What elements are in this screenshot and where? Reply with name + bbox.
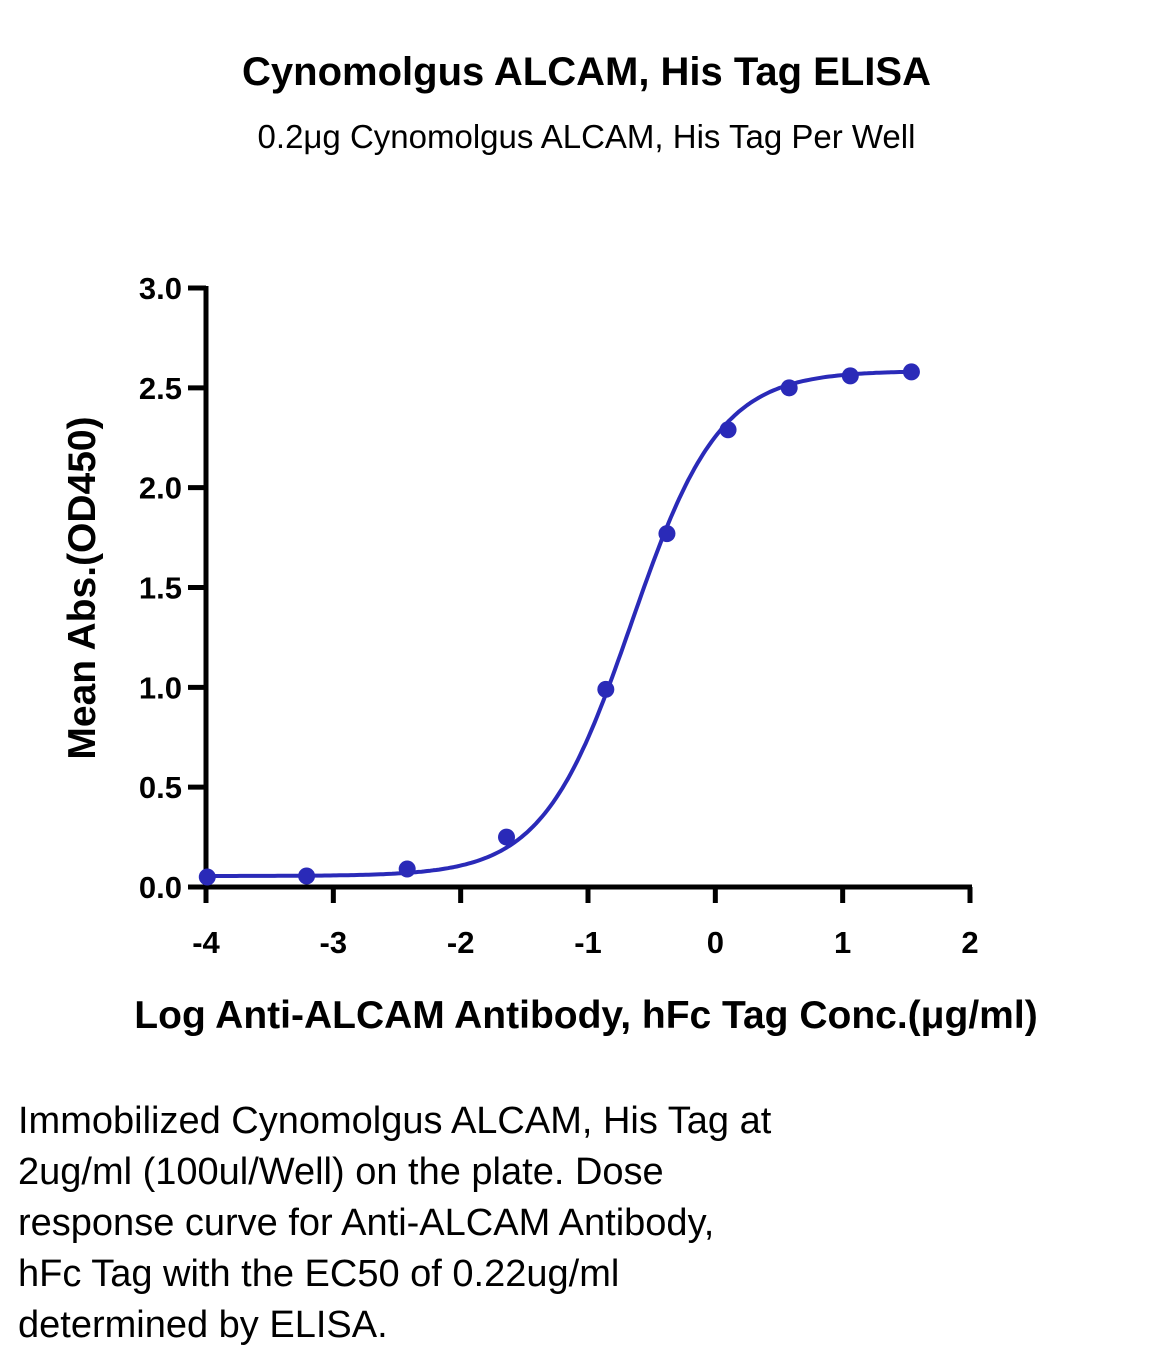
data-point: [658, 525, 676, 543]
x-tick-label: 2: [961, 925, 978, 960]
y-tick-label: 1.0: [139, 670, 182, 705]
y-tick-label: 3.0: [139, 271, 182, 306]
fit-curve: [207, 369, 912, 878]
y-axis-title: Mean Abs.(OD450): [61, 416, 104, 759]
caption-text: Immobilized Cynomolgus ALCAM, His Tag at…: [18, 1100, 772, 1346]
data-point: [780, 379, 798, 397]
data-point: [841, 367, 859, 385]
y-tick-label: 2.5: [139, 371, 182, 406]
data-point: [597, 680, 615, 698]
x-tick-label: -3: [320, 925, 348, 960]
series: [198, 363, 920, 886]
chart-plot: -4 -3 -2 -1 0 1 2 0.0 0.5 1.0 1.5 2.0 2.5 3.0 Log Ant…: [61, 271, 1038, 1037]
y-tick-label: 2.0: [139, 471, 182, 506]
chart-title: Cynomolgus ALCAM, His Tag ELISA: [242, 50, 931, 94]
data-point: [498, 828, 516, 846]
data-point: [198, 868, 216, 886]
ticks: -4 -3 -2 -1 0 1 2 0.0 0.5 1.0 1.5 2.0 2.5 3.0: [139, 271, 979, 960]
y-tick-label: 0.0: [139, 870, 182, 905]
x-tick-label: -1: [574, 925, 602, 960]
y-tick-label: 1.5: [139, 571, 182, 606]
x-tick-label: -4: [192, 925, 220, 960]
data-point: [298, 867, 316, 885]
x-tick-label: 1: [834, 925, 851, 960]
x-tick-label: -2: [447, 925, 475, 960]
data-point: [902, 363, 920, 381]
data-point: [719, 421, 737, 439]
data-point: [398, 860, 416, 878]
chart-subtitle: 0.2μg Cynomolgus ALCAM, His Tag Per Well: [257, 118, 916, 155]
x-tick-label: 0: [707, 925, 724, 960]
y-tick-label: 0.5: [139, 770, 182, 805]
x-axis-title: Log Anti-ALCAM Antibody, hFc Tag Conc.(μ…: [134, 994, 1037, 1037]
